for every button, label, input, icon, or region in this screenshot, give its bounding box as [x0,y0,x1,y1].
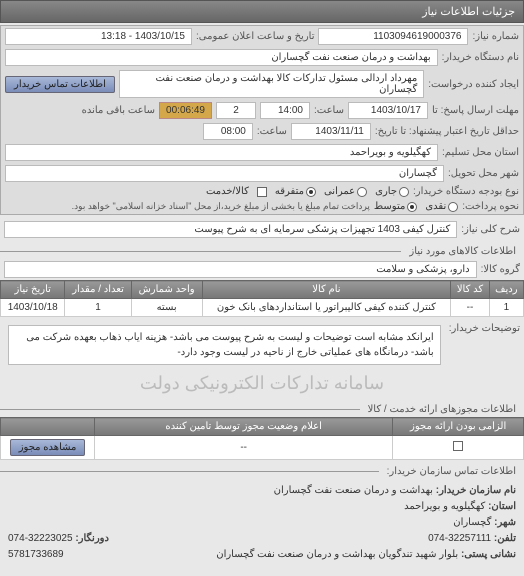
budget-type-label: نوع بودجه دستگاه خریدار: [413,186,519,197]
goods-group-value: دارو، پزشکی و سلامت [4,261,477,278]
payment-note: پرداخت تمام مبلغ یا بخشی از مبلغ خرید،از… [72,201,370,212]
payment-option-1[interactable]: متوسط [374,201,417,212]
contact-province-label: استان: [488,501,516,512]
permit-action: مشاهده مجوز [1,436,95,460]
permit-checkbox[interactable] [453,441,463,451]
contact-section-title: اطلاعات تماس سازمان خریدار: [0,466,524,477]
time-label-1: ساعت: [314,105,344,116]
budget-checkbox-label: کالا/خدمت [206,186,249,197]
province-label: استان محل تسلیم: [442,147,519,158]
header-title: جزئیات اطلاعات نیاز [422,6,515,18]
th-3: واحد شمارش [131,281,202,299]
goods-table: ردیف کد کالا نام کالا واحد شمارش تعداد /… [0,280,524,317]
postal-label: نشانی پستی: [461,549,516,560]
city-value: گچساران [5,165,444,182]
contact-city: گچساران [453,517,491,528]
table-row: 1 -- کنترل کننده کیفی کالیبراتور یا استا… [1,299,524,317]
payment-radio-group: نقدی متوسط [374,201,458,212]
general-desc: کنترل کیفی 1403 تجهیزات پزشکی سرمایه ای … [4,221,457,238]
org-name: بهداشت و درمان صنعت نفت گچساران [274,485,433,496]
announcement-date-label: تاریخ و ساعت اعلان عمومی: [196,31,315,42]
permit-mandatory [393,436,524,460]
table-header-row: ردیف کد کالا نام کالا واحد شمارش تعداد /… [1,281,524,299]
phone: 32257111-074 [428,533,491,544]
th-5: تاریخ نیاز [1,281,65,299]
contact-info: نام سازمان خریدار: بهداشت و درمان صنعت ن… [0,479,524,567]
permit-th-1: اعلام وضعیت مجوز توسط تامین کننده [95,418,393,436]
view-permit-button[interactable]: مشاهده مجوز [10,439,86,456]
fax: 32223025-074 [8,533,73,544]
payment-method-label: نحوه پرداخت: [462,201,519,212]
permits-section-title: اطلاعات مجوزهای ارائه خدمت / کالا [0,404,524,415]
td-5: 1403/10/18 [1,299,65,317]
contact-province: کهگیلویه و بویراحمد [404,501,485,512]
remaining-label: ساعت باقی مانده [82,105,155,116]
province-value: کهگیلویه و بویراحمد [5,144,438,161]
permit-th-2 [1,418,95,436]
deadline-time: 14:00 [260,102,310,119]
contact-buyer-button[interactable]: اطلاعات تماس خریدار [5,76,115,93]
budget-option-1[interactable]: عمرانی [324,186,367,197]
time-remaining: 00:06:49 [159,102,212,119]
buyer-note: ایرانکد مشابه است توضیحات و لیست به شرح … [8,325,441,365]
budget-checkbox[interactable] [257,187,267,197]
buyer-org-label: نام دستگاه خریدار: [442,52,519,63]
budget-option-2[interactable]: متفرقه [275,186,316,197]
td-0: 1 [489,299,523,317]
th-4: تعداد / مقدار [65,281,131,299]
budget-option-0[interactable]: جاری [375,186,409,197]
th-2: نام کالا [202,281,451,299]
phone-label: تلفن: [494,533,516,544]
phone2: 5781733689 [8,547,64,563]
goods-section-title: اطلاعات کالاهای مورد نیاز [0,246,524,257]
permit-row: -- مشاهده مجوز [1,436,524,460]
contact-city-label: شهر: [494,517,516,528]
deadline-label: مهلت ارسال پاسخ: تا [432,105,519,116]
org-name-label: نام سازمان خریدار: [436,485,516,496]
permit-th-0: الزامی بودن ارائه مجوز [393,418,524,436]
budget-radio-group: جاری عمرانی متفرقه کالا/خدمت [206,186,409,197]
header-bar: جزئیات اطلاعات نیاز [0,0,524,23]
request-number: 1103094619000376 [318,28,468,45]
goods-group-label: گروه کالا: [481,264,520,275]
general-desc-label: شرح کلی نیاز: [461,224,520,235]
watermark: سامانه تدارکات الکترونیکی دولت [0,369,524,398]
deadline-date: 1403/10/17 [348,102,428,119]
td-1: -- [451,299,490,317]
permit-status: -- [95,436,393,460]
request-number-label: شماره نیاز: [472,31,519,42]
td-4: 1 [65,299,131,317]
postal: بلوار شهید تندگویان بهداشت و درمان صنعت … [216,549,458,560]
buyer-org: بهداشت و درمان صنعت نفت گچساران [5,49,438,66]
validity-time: 08:00 [203,123,253,140]
permits-table: الزامی بودن ارائه مجوز اعلام وضعیت مجوز … [0,417,524,460]
td-3: بسته [131,299,202,317]
city-label: شهر محل تحویل: [448,168,519,179]
th-0: ردیف [489,281,523,299]
info-section: شماره نیاز: 1103094619000376 تاریخ و ساع… [0,25,524,215]
time-label-2: ساعت: [257,126,287,137]
buyer-note-label: توضیحات خریدار: [449,323,520,334]
payment-option-0[interactable]: نقدی [425,201,458,212]
th-1: کد کالا [451,281,490,299]
validity-label: حداقل تاریخ اعتبار پیشنهاد: تا تاریخ: [375,126,519,137]
requester-label: ایجاد کننده درخواست: [428,79,519,90]
validity-date: 1403/11/11 [291,123,371,140]
fax-label: دورنگار: [75,533,109,544]
announcement-date: 1403/10/15 - 13:18 [5,28,192,45]
remaining-extra: 2 [216,102,256,119]
td-2: کنترل کننده کیفی کالیبراتور یا استاندارد… [202,299,451,317]
requester: مهرداد اردالی مسئول تدارکات کالا بهداشت … [119,70,424,98]
